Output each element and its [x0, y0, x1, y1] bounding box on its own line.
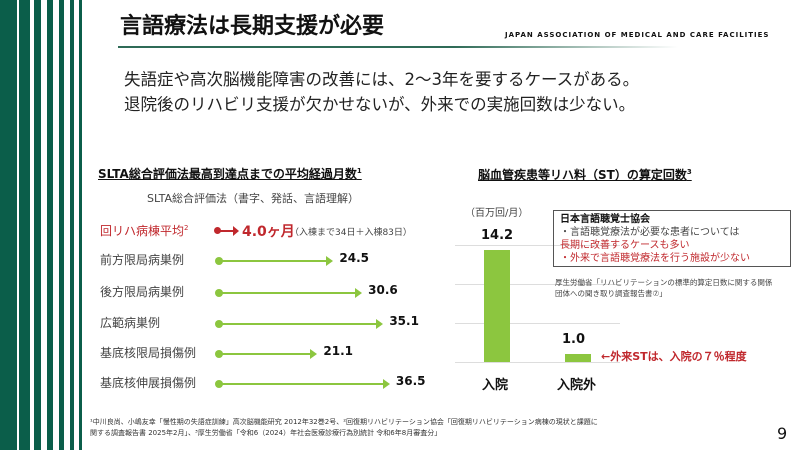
- row-label: 広範病巣例: [100, 316, 161, 330]
- row-arrow: [215, 319, 384, 329]
- row-label: 基底核限局損傷例: [100, 346, 197, 360]
- highlight-label: 回リハ病棟平均2: [100, 224, 189, 238]
- lead-line-1: 失語症や高次脳機能障害の改善には、2〜3年を要するケースがある。: [124, 70, 640, 89]
- gridline: [455, 284, 620, 285]
- organization-name: JAPAN ASSOCIATION OF MEDICAL AND CARE FA…: [505, 31, 770, 39]
- right-chart-title: 脳血管疾患等リハ料（ST）の算定回数3: [478, 168, 692, 182]
- callout-line-3: ・外来で言語聴覚療法を行う施設が少ない: [560, 253, 750, 264]
- callout-line-1: ・言語聴覚療法が必要な患者については: [560, 227, 740, 238]
- callout-line-2: 長期に改善するケースも多い: [560, 240, 690, 251]
- bar-value-label: 14.2: [481, 227, 514, 243]
- row-value: 21.1: [323, 344, 353, 358]
- row-arrow: [215, 349, 318, 359]
- page-number: 9: [777, 424, 788, 443]
- arrow-start-dot: [215, 257, 223, 265]
- row-label: 前方限局病巣例: [100, 253, 185, 267]
- footnotes: ¹中川良尚、小嶋友幸「慢性期の失語症訓練」高次脳機能研究 2012年32巻2号、…: [90, 417, 598, 439]
- page-title: 言語療法は長期支援が必要: [120, 14, 385, 39]
- callout-source: 厚生労働省「リハビリテーションの標準的算定日数に関する関係団体への聞き取り調査報…: [555, 278, 773, 298]
- highlight-value: 4.0ヶ月: [242, 224, 295, 240]
- category-label: 入院: [482, 378, 509, 393]
- arrow-head: [310, 349, 318, 359]
- row-label: 後方限局病巣例: [100, 285, 185, 299]
- highlight-arrow: [214, 226, 239, 236]
- row-arrow: [215, 288, 363, 298]
- row-arrow: [215, 256, 334, 266]
- arrow-start-dot: [215, 289, 223, 297]
- lead-line-2: 退院後のリハビリ支援が欠かせないが、外来での実施回数は少ない。: [124, 95, 636, 114]
- y-axis-unit: （百万回/月）: [465, 208, 529, 219]
- footnote-line-1: ¹中川良尚、小嶋友幸「慢性期の失語症訓練」高次脳機能研究 2012年32巻2号、…: [90, 418, 598, 426]
- bar-inpatient: [484, 249, 510, 362]
- arrow-start-dot: [215, 350, 223, 358]
- title-underline: [118, 46, 678, 48]
- bar-outpatient: [565, 354, 591, 362]
- row-arrow: [215, 379, 390, 389]
- arrow-head: [376, 319, 384, 329]
- bar-value-label: 1.0: [562, 332, 586, 348]
- callout-heading: 日本言語聴覚士協会: [560, 214, 650, 225]
- footnote-line-2: 関する調査報告書 2025年2月」、³厚生労働省「令和6（2024）年社会医療診…: [90, 429, 442, 437]
- arrow-head: [382, 379, 390, 389]
- callout-box: 日本言語聴覚士協会 ・言語聴覚療法が必要な患者については 長期に改善するケースも…: [553, 210, 791, 267]
- highlight-note: （入棟まで34日＋入棟83日）: [290, 228, 412, 238]
- chart-annotation: ←外来STは、入院の７％程度: [601, 350, 747, 363]
- arrow-start-dot: [215, 320, 223, 328]
- gridline: [455, 362, 620, 363]
- left-chart-subtitle: SLTA総合評価法（書字、発話、言語理解）: [147, 192, 359, 205]
- arrow-head: [355, 288, 363, 298]
- row-value: 30.6: [368, 283, 398, 297]
- row-value: 36.5: [395, 374, 426, 388]
- left-chart-title: SLTA総合評価法最高到達点までの平均経過月数1: [98, 167, 362, 181]
- gridline: [455, 323, 620, 324]
- gridline: [455, 245, 620, 246]
- arrow-head: [326, 256, 334, 266]
- row-label: 基底核伸展損傷例: [100, 376, 197, 390]
- category-label: 入院外: [557, 378, 597, 393]
- row-value: 35.1: [389, 314, 419, 328]
- arrow-start-dot: [215, 380, 223, 388]
- row-value: 24.5: [339, 251, 369, 265]
